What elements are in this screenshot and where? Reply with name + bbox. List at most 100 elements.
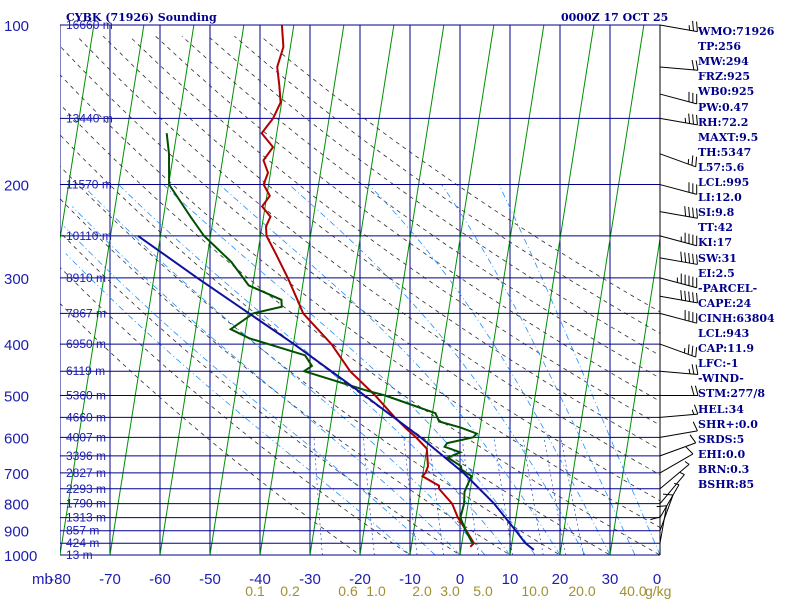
dry-adiabat: [60, 302, 361, 555]
dry-adiabat: [234, 35, 660, 334]
mixing-ratio-line: [493, 437, 513, 555]
wind-barb: [659, 290, 698, 304]
wind-barb: [659, 310, 698, 324]
mixing-ratio-label: 0.6: [338, 583, 358, 599]
index-value: CAPE:24: [698, 296, 752, 310]
index-value: WB0:925: [698, 85, 755, 99]
index-value: HEL:34: [698, 402, 744, 416]
moist-adiabat: [219, 184, 561, 555]
wind-barb: [659, 206, 698, 219]
temperature-tick-label: -50: [199, 571, 221, 588]
pressure-label: 300: [4, 271, 29, 288]
wind-barb: [659, 59, 699, 71]
height-label: 11570 m: [66, 178, 112, 192]
skewed-isotherm: [609, 235, 660, 555]
mixing-ratio-label: 20.0: [568, 583, 595, 599]
temperature-tick-label: -80: [49, 571, 71, 588]
height-label: 4660 m: [66, 410, 106, 424]
wind-barb: [656, 505, 668, 544]
temperature-tick-label: 20: [552, 571, 569, 588]
mixing-ratio-label: 0.1: [245, 583, 265, 599]
index-value: LFC:-1: [698, 357, 739, 371]
wind-barb: [659, 343, 698, 358]
dry-adiabat: [207, 35, 660, 356]
height-label: 424 m: [66, 536, 99, 550]
index-value: MAXT:9.5: [698, 130, 759, 144]
skewed-isotherm: [359, 25, 445, 555]
pressure-label: 1000: [4, 548, 37, 565]
skewed-isotherm: [209, 25, 295, 555]
index-value: STM:277/8: [698, 387, 765, 401]
moist-adiabat: [64, 226, 436, 555]
temperature-tick-label: -60: [149, 571, 171, 588]
temperature-tick-label: -40: [249, 571, 271, 588]
index-value: FRZ:925: [698, 70, 751, 84]
chart-title: CYBK (71926) Sounding: [66, 11, 217, 24]
wind-barb: [659, 421, 698, 438]
wind-barb: [659, 461, 690, 490]
skewed-isotherm: [509, 25, 595, 555]
skewed-isotherm: [559, 25, 645, 555]
pressure-label: 500: [4, 389, 29, 406]
moist-adiabat: [65, 253, 411, 555]
wind-barb: [659, 153, 698, 168]
height-label: 4007 m: [66, 430, 106, 444]
temperature-tick-label: -20: [349, 571, 371, 588]
height-label: 7867 m: [66, 306, 106, 320]
grid-layer: [60, 24, 660, 556]
index-value: WMO:71926: [698, 25, 775, 38]
index-value: EHI:0.0: [698, 447, 746, 461]
dry-adiabat: [60, 103, 660, 555]
wind-barb: [659, 182, 698, 195]
wind-barb: [659, 434, 697, 457]
pressure-label: 400: [4, 337, 29, 354]
skewed-isotherm: [459, 25, 545, 555]
index-value: SHR+:0.0: [698, 417, 758, 431]
height-label: 1790 m: [66, 497, 106, 511]
index-value: MW:294: [698, 55, 749, 69]
wind-barb: [650, 516, 661, 555]
moist-adiabat: [72, 206, 461, 555]
height-label: 5360 m: [66, 389, 106, 403]
height-label: 13440 m: [66, 111, 113, 125]
wind-barb: [659, 20, 698, 33]
moist-adiabat: [163, 184, 536, 555]
index-value: RH:72.2: [698, 115, 749, 129]
temperature-tick-label: 10: [502, 571, 519, 588]
pressure-label: 600: [4, 430, 29, 447]
temperature-tick-label: 0: [456, 571, 464, 588]
wind-barb: [659, 232, 698, 247]
index-value: SW:31: [698, 251, 737, 265]
index-value: LI:12.0: [698, 191, 742, 205]
temperature-tick-label: -10: [399, 571, 421, 588]
height-label: 13 m: [66, 548, 93, 562]
index-value: LCL:943: [698, 327, 750, 340]
temperature-end-label: 0: [653, 571, 661, 588]
wind-barb: [659, 113, 698, 126]
height-label: 2293 m: [66, 482, 106, 496]
wind-barb: [659, 482, 680, 518]
moist-adiabat: [118, 184, 511, 555]
wind-barbs: [650, 20, 699, 555]
wind-barb: [659, 364, 699, 376]
index-value: -WIND-: [698, 372, 744, 386]
wind-barb: [659, 251, 698, 265]
index-value: EI:2.5: [698, 266, 735, 280]
index-value: -PARCEL-: [698, 281, 758, 295]
index-value: SI:9.8: [698, 206, 735, 220]
dry-adiabat: [76, 35, 660, 476]
index-value: TT:42: [698, 221, 733, 235]
skewed-isotherm: [109, 25, 195, 555]
moist-adiabat: [288, 184, 586, 555]
pressure-label: 700: [4, 466, 29, 483]
mixing-ratio-label: 40.0: [619, 583, 646, 599]
index-value: KI:17: [698, 236, 733, 250]
index-value: LCL:995: [698, 176, 750, 189]
height-label: 6119 m: [66, 364, 105, 378]
height-label: 3396 m: [66, 449, 106, 463]
temperature-tick-label: -70: [99, 571, 121, 588]
index-value: CINH:63804: [698, 311, 775, 325]
dry-adiabat: [181, 35, 660, 379]
wind-barb: [659, 404, 699, 418]
mixing-ratio-label: 3.0: [440, 583, 460, 599]
